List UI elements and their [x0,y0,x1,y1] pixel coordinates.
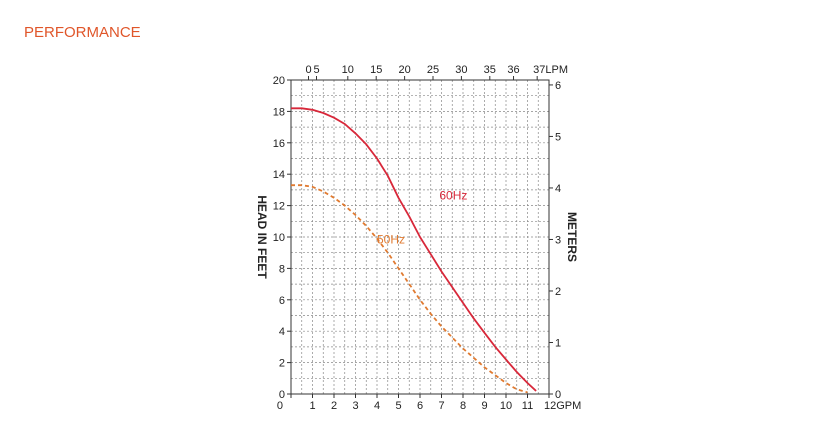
left-tick-label: 12 [273,201,285,213]
right-tick-label: 1 [555,337,561,349]
left-axis-title: HEAD IN FEET [255,195,269,279]
top-tick-label: 35 [484,64,496,76]
top-axis: 0 5 10 15 20 25 30 35 36 37LPM [305,64,568,80]
bottom-tick-label: 6 [417,400,423,412]
right-tick-label: 5 [555,131,561,143]
right-tick-label: 0 [555,389,561,401]
left-tick-label: 16 [273,138,285,150]
left-tick-label: 4 [279,326,285,338]
top-tick-label: 30 [455,64,467,76]
bottom-tick-label: 5 [395,400,401,412]
left-tick-label: 6 [279,295,285,307]
series-line-60hz [291,107,537,392]
top-tick-label: 15 [370,64,382,76]
right-tick-label: 6 [555,80,561,92]
series-line-50hz [291,184,528,394]
bottom-tick-label: 3 [352,400,358,412]
bottom-tick-label: 0 [277,400,283,412]
right-tick-label: 2 [555,286,561,298]
left-tick-label: 2 [279,358,285,370]
bottom-tick-label: 4 [374,400,380,412]
right-axis: 0 1 2 3 4 5 6 [549,80,561,401]
right-axis-title: METERS [565,212,579,262]
left-tick-label: 18 [273,106,285,118]
left-tick-label: 8 [279,263,285,275]
left-tick-label: 14 [273,169,285,181]
annotations-layer: 60Hz 50Hz [377,188,467,246]
top-tick-label: 25 [427,64,439,76]
bottom-tick-label: 2 [331,400,337,412]
top-tick-label: 36 [507,64,519,76]
top-axis-unit-label: 37LPM [533,64,568,76]
bottom-tick-label: 1 [309,400,315,412]
bottom-axis-unit-label: 12GPM [544,400,581,412]
left-tick-label: 20 [273,75,285,87]
section-title: PERFORMANCE [24,24,141,41]
bottom-tick-label: 7 [438,400,444,412]
right-tick-label: 4 [555,183,561,195]
top-tick-label: 0 [305,64,311,76]
curve-label-60hz: 60Hz [439,188,467,202]
bottom-tick-label: 9 [481,400,487,412]
bottom-tick-label: 11 [522,400,533,412]
bottom-tick-label: 10 [500,400,512,412]
top-tick-label: 5 [313,64,319,76]
top-tick-label: 20 [398,64,410,76]
curve-label-50hz: 50Hz [377,232,405,246]
grid [291,80,549,394]
bottom-tick-label: 8 [460,400,466,412]
top-tick-label: 10 [342,64,354,76]
left-tick-label: 0 [279,389,285,401]
right-tick-label: 3 [555,234,561,246]
bottom-axis: 0 1 2 3 4 5 6 7 8 9 10 11 12GPM [277,394,581,412]
axis-labels: HEAD IN FEET METERS [255,195,579,279]
left-tick-label: 10 [273,232,285,244]
left-axis: 0 2 4 6 8 10 12 14 16 18 20 [273,75,291,401]
curves-layer [291,107,537,394]
